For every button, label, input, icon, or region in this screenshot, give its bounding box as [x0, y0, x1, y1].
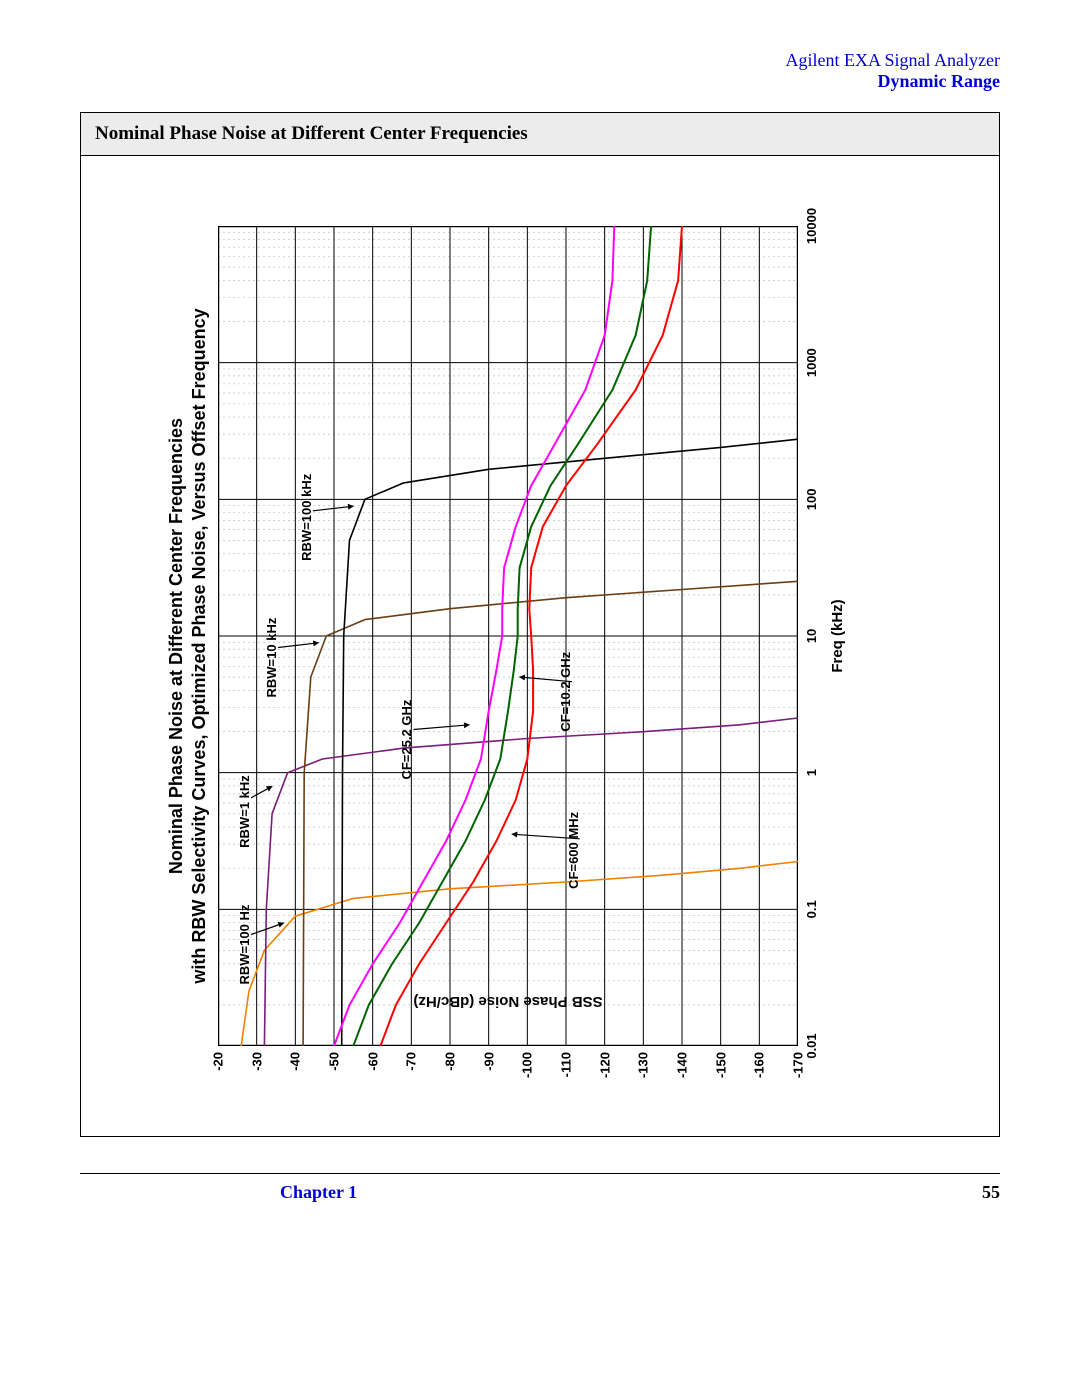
y-tick-label: -50	[327, 1052, 342, 1088]
y-tick-label: -70	[404, 1052, 419, 1088]
x-tick-label: 10	[804, 629, 819, 643]
y-tick-label: -100	[520, 1052, 535, 1088]
figure-container: Nominal Phase Noise at Different Center …	[80, 112, 1000, 1137]
x-tick-label: 100	[804, 488, 819, 510]
x-tick-label: 0.01	[804, 1033, 819, 1058]
y-tick-label: -60	[365, 1052, 380, 1088]
page-footer: Chapter 1 55	[80, 1182, 1000, 1203]
chart-rotated-wrapper: Nominal Phase Noise at Different Center …	[91, 176, 959, 1116]
chart-svg	[218, 226, 798, 1046]
chart-title: Nominal Phase Noise at Different Center …	[165, 176, 210, 1116]
y-axis-label: SSB Phase Noise (dBc/Hz)	[413, 993, 602, 1010]
y-tick-label: -140	[675, 1052, 690, 1088]
figure-title: Nominal Phase Noise at Different Center …	[81, 113, 999, 156]
footer-page-number: 55	[982, 1182, 1000, 1203]
x-axis-label: Freq (kHz)	[829, 599, 846, 672]
chart-title-line2: with RBW Selectivity Curves, Optimized P…	[188, 176, 211, 1116]
y-tick-label: -90	[481, 1052, 496, 1088]
page: Agilent EXA Signal Analyzer Dynamic Rang…	[0, 0, 1080, 1397]
y-tick-label: -160	[752, 1052, 767, 1088]
y-tick-label: -30	[249, 1052, 264, 1088]
y-tick-label: -40	[288, 1052, 303, 1088]
page-header: Agilent EXA Signal Analyzer Dynamic Rang…	[80, 50, 1000, 92]
x-tick-label: 1	[804, 769, 819, 776]
x-tick-label: 10000	[804, 208, 819, 244]
y-tick-label: -150	[713, 1052, 728, 1088]
footer-chapter: Chapter 1	[280, 1182, 357, 1203]
product-name: Agilent EXA Signal Analyzer	[80, 50, 1000, 71]
y-tick-label: -80	[443, 1052, 458, 1088]
chart: Nominal Phase Noise at Different Center …	[165, 176, 885, 1116]
section-name: Dynamic Range	[80, 71, 1000, 92]
x-tick-label: 1000	[804, 348, 819, 377]
y-tick-label: -120	[597, 1052, 612, 1088]
y-tick-label: -20	[211, 1052, 226, 1088]
footer-rule	[80, 1173, 1000, 1174]
chart-title-line1: Nominal Phase Noise at Different Center …	[165, 176, 188, 1116]
y-tick-label: -130	[636, 1052, 651, 1088]
figure-body: Nominal Phase Noise at Different Center …	[81, 156, 999, 1136]
x-tick-label: 0.1	[804, 900, 819, 918]
plot-area: SSB Phase Noise (dBc/Hz) Freq (kHz) 0.01…	[218, 226, 798, 1046]
y-tick-label: -110	[559, 1052, 574, 1088]
y-tick-label: -170	[791, 1052, 806, 1088]
